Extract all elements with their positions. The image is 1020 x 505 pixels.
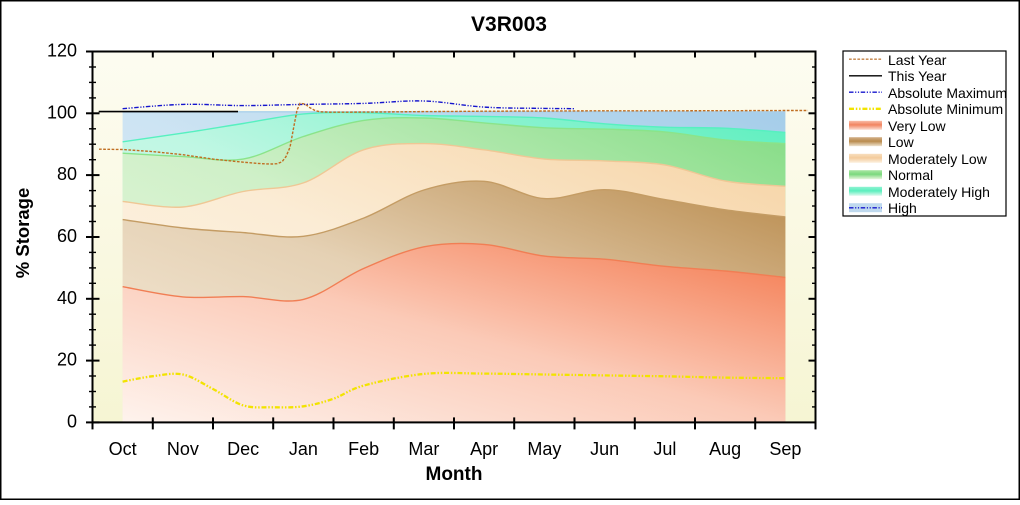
svg-text:High: High: [888, 200, 917, 216]
svg-text:Moderately Low: Moderately Low: [888, 151, 988, 167]
svg-text:% Storage: % Storage: [12, 188, 33, 278]
svg-text:Oct: Oct: [109, 439, 137, 459]
svg-text:Feb: Feb: [348, 439, 379, 459]
svg-text:Month: Month: [426, 464, 483, 485]
svg-text:40: 40: [57, 288, 77, 308]
svg-text:Aug: Aug: [709, 439, 741, 459]
svg-text:Very Low: Very Low: [888, 118, 946, 134]
svg-text:100: 100: [47, 102, 77, 122]
svg-text:Jul: Jul: [653, 439, 676, 459]
svg-text:Moderately High: Moderately High: [888, 184, 990, 200]
svg-text:Jan: Jan: [289, 439, 318, 459]
svg-text:This Year: This Year: [888, 68, 947, 84]
svg-text:Absolute Minimum: Absolute Minimum: [888, 101, 1003, 117]
svg-text:Jun: Jun: [590, 439, 619, 459]
svg-text:Normal: Normal: [888, 167, 933, 183]
svg-text:Dec: Dec: [227, 439, 259, 459]
svg-text:Low: Low: [888, 134, 915, 150]
svg-text:V3R003: V3R003: [471, 13, 547, 36]
svg-text:Mar: Mar: [408, 439, 439, 459]
svg-text:80: 80: [57, 164, 77, 184]
svg-text:Last Year: Last Year: [888, 52, 947, 68]
svg-text:Sep: Sep: [769, 439, 801, 459]
svg-text:Nov: Nov: [167, 439, 199, 459]
svg-text:Absolute Maximum: Absolute Maximum: [888, 85, 1007, 101]
svg-text:May: May: [527, 439, 561, 459]
svg-text:20: 20: [57, 350, 77, 370]
svg-text:120: 120: [47, 41, 77, 61]
svg-text:Apr: Apr: [470, 439, 498, 459]
svg-text:60: 60: [57, 226, 77, 246]
svg-text:0: 0: [67, 411, 77, 431]
